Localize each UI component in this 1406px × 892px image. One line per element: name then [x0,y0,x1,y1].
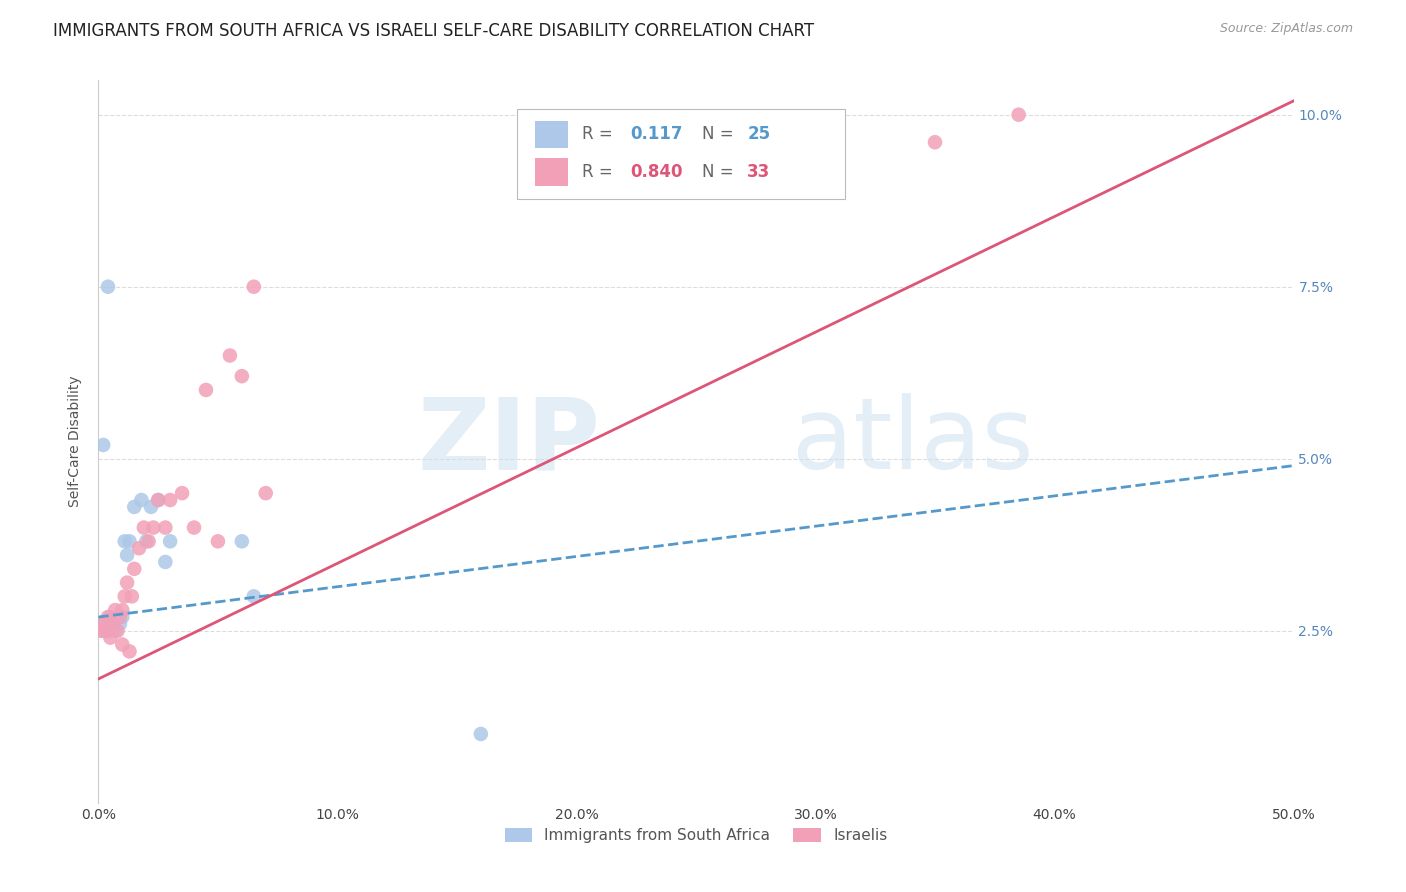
Point [142,520,165,534]
Text: R =: R = [582,126,619,144]
Point [115,548,138,562]
Point [91,624,114,638]
Point [90,624,112,638]
Text: Source: ZipAtlas.com: Source: ZipAtlas.com [1219,22,1353,36]
Point [470,727,492,741]
Point [148,493,170,508]
Point [97,624,120,638]
Text: 33: 33 [748,163,770,181]
Bar [534,120,568,148]
Point [107,610,129,624]
Point [138,534,160,549]
Point [155,520,177,534]
Point [97,279,120,293]
Point [98,631,122,645]
Point [254,486,277,500]
Point [111,610,134,624]
Bar [534,158,568,186]
Point [98,610,122,624]
Point [124,562,146,576]
Point [101,616,124,631]
Point [148,493,170,508]
Point [128,541,150,556]
Point [101,616,124,631]
Text: 0.117: 0.117 [630,126,683,144]
Point [114,534,136,549]
Point [121,590,143,604]
Point [108,616,131,631]
Point [195,383,218,397]
Point [155,555,177,569]
Point [124,500,146,514]
Point [90,616,112,631]
Y-axis label: Self-Care Disability: Self-Care Disability [69,376,83,508]
Text: N =: N = [702,163,738,181]
Point [111,603,134,617]
Point [139,500,162,514]
Point [104,624,127,638]
Point [159,493,181,508]
Point [159,534,181,549]
Point [104,603,127,617]
Text: ZIP: ZIP [418,393,600,490]
Point [108,610,131,624]
Text: 25: 25 [748,126,770,144]
Point [107,624,129,638]
Point [231,369,253,384]
Point [1008,108,1031,122]
Point [118,534,141,549]
Legend: Immigrants from South Africa, Israelis: Immigrants from South Africa, Israelis [499,822,893,849]
Point [114,590,136,604]
Point [91,438,114,452]
Point [172,486,194,500]
Text: R =: R = [582,163,619,181]
Point [94,624,117,638]
Point [207,534,229,549]
Point [219,349,242,363]
Text: atlas: atlas [792,393,1033,490]
Point [91,616,114,631]
Point [243,590,266,604]
Point [243,279,266,293]
Point [924,135,946,149]
Point [118,644,141,658]
Point [97,610,120,624]
Point [94,616,117,631]
Point [131,493,153,508]
Text: IMMIGRANTS FROM SOUTH AFRICA VS ISRAELI SELF-CARE DISABILITY CORRELATION CHART: IMMIGRANTS FROM SOUTH AFRICA VS ISRAELI … [53,22,814,40]
Point [231,534,253,549]
Point [183,520,205,534]
Text: N =: N = [702,126,738,144]
Point [135,534,157,549]
Point [111,638,134,652]
FancyBboxPatch shape [517,109,845,200]
Point [132,520,155,534]
Text: 0.840: 0.840 [630,163,683,181]
Point [115,575,138,590]
